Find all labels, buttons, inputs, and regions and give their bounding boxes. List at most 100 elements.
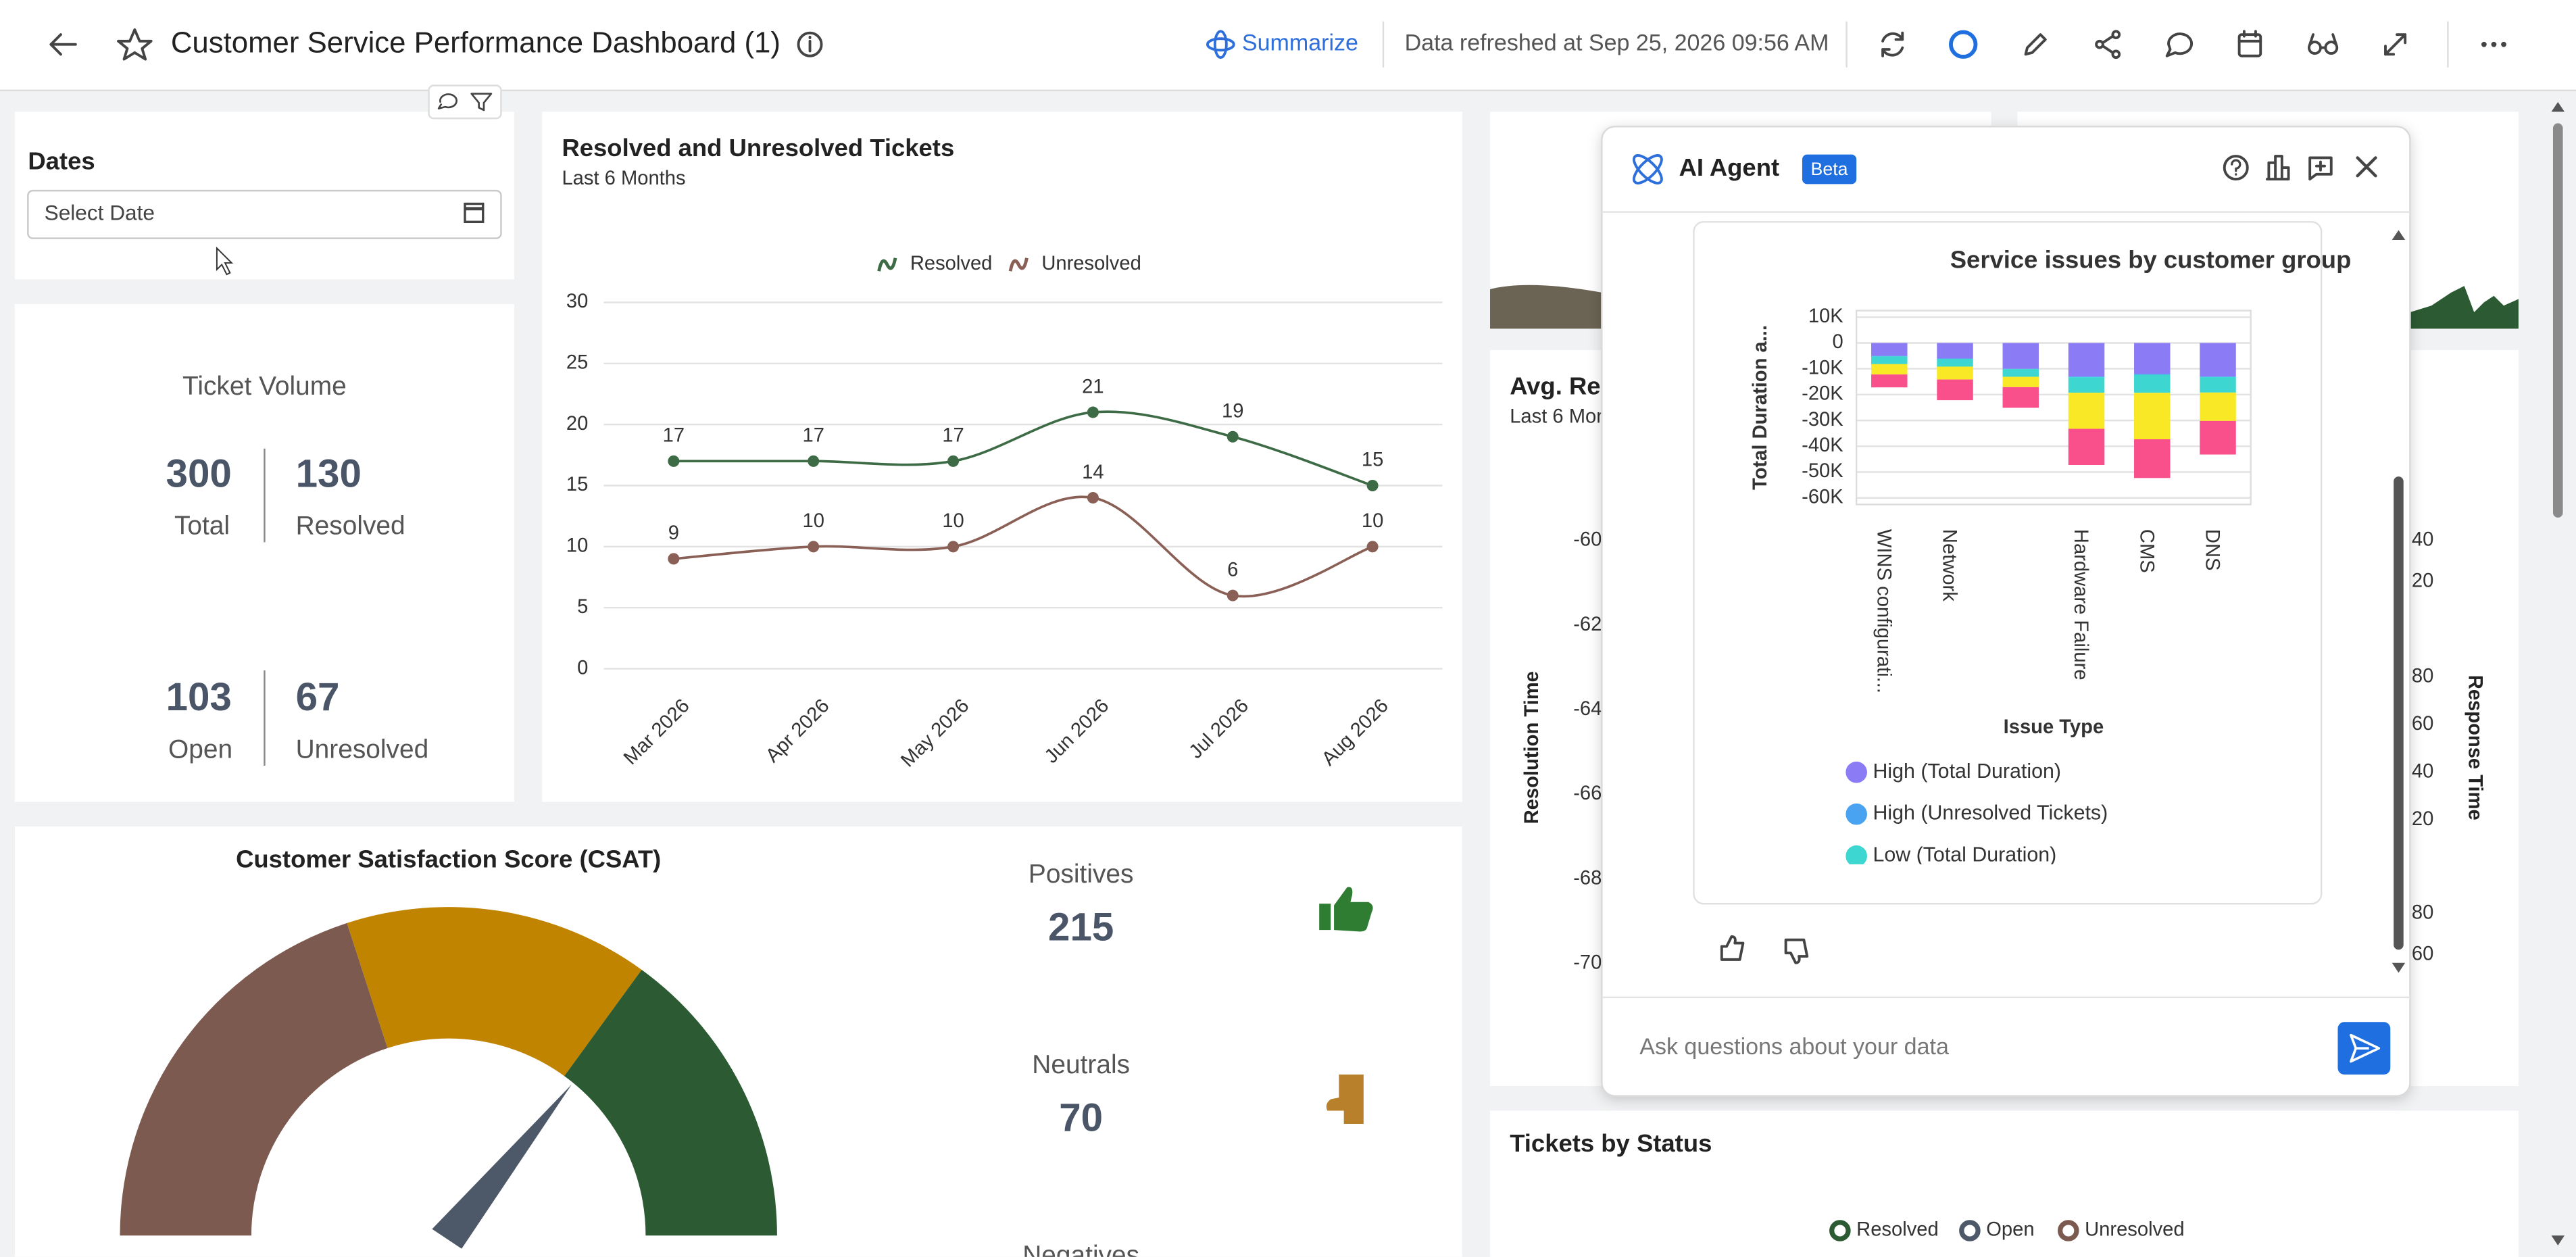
data-point <box>808 541 820 553</box>
bar-segment <box>1937 358 1973 360</box>
chart-title: Resolved and Unresolved Tickets <box>562 134 954 162</box>
header-part <box>0 0 2576 91</box>
share-button-part[interactable] <box>2095 39 2104 49</box>
close-button[interactable] <box>2356 156 2377 178</box>
page-scrollbar[interactable] <box>2551 101 2565 1246</box>
summarize-button[interactable]: Summarize <box>1206 30 1358 59</box>
new-chat-button-part[interactable] <box>2308 156 2333 181</box>
data-point <box>1227 589 1239 601</box>
y-tick-label: -60K <box>1802 486 1843 508</box>
page-scrollbar-part[interactable] <box>2551 101 2565 112</box>
favorite-button[interactable] <box>117 28 153 61</box>
like-button-part[interactable] <box>1720 935 1745 961</box>
view-button-part[interactable] <box>2308 33 2338 49</box>
view-button[interactable] <box>2307 33 2339 55</box>
data-label: 10 <box>1362 510 1383 532</box>
y-tick-label: -30K <box>1802 409 1843 430</box>
fullscreen-button[interactable] <box>2384 33 2407 56</box>
fullscreen-button-part[interactable] <box>2384 33 2407 56</box>
status-indicator-part[interactable] <box>1949 30 1978 59</box>
left-tick-label: -64 <box>1573 698 1602 720</box>
csat-gauge-part <box>347 907 642 1077</box>
bar-segment <box>1871 356 1908 364</box>
send-button[interactable] <box>2337 1022 2391 1075</box>
data-point <box>1227 430 1239 443</box>
panel-scrollbar[interactable] <box>2392 230 2406 973</box>
bar-segment <box>2134 439 2171 478</box>
summarize-button-part[interactable] <box>1206 37 1235 52</box>
background-cards-part <box>1490 285 1602 329</box>
input-placeholder[interactable]: Ask questions about your data <box>1639 1034 1949 1060</box>
edit-button-part[interactable] <box>2024 33 2047 56</box>
more-button-part[interactable] <box>2491 41 2497 47</box>
x-axis-label: Issue Type <box>2004 716 2104 738</box>
y-tick-label: -40K <box>1802 435 1843 456</box>
like-button[interactable] <box>1720 935 1745 961</box>
y-tick-label: 15 <box>566 474 588 495</box>
summarize-button-part[interactable] <box>1213 30 1228 59</box>
share-button-part[interactable] <box>2111 30 2121 39</box>
share-button[interactable] <box>2095 30 2121 59</box>
stat-value: 103 <box>166 675 232 719</box>
widget-toolbar[interactable] <box>428 84 502 120</box>
help-button[interactable] <box>2223 155 2249 181</box>
stat-value: 67 <box>296 675 340 719</box>
schedule-button-part[interactable] <box>2237 30 2262 43</box>
more-button-part[interactable] <box>2481 41 2487 47</box>
favorite-button-part[interactable] <box>117 28 153 61</box>
share-button-part[interactable] <box>2101 34 2114 54</box>
panel-scrollbar-part[interactable] <box>2394 476 2404 950</box>
widget-toolbar-part[interactable] <box>437 93 457 109</box>
widget-toolbar-part[interactable] <box>470 93 493 112</box>
page-scrollbar-part[interactable] <box>2552 123 2563 518</box>
y-tick-label: 20 <box>566 413 588 435</box>
bar-segment <box>1871 343 1908 356</box>
mouse-cursor <box>216 246 234 276</box>
more-button-part[interactable] <box>2501 41 2506 47</box>
panel-scrollbar-part[interactable] <box>2392 230 2406 241</box>
count-label: Positives <box>1029 860 1134 889</box>
data-label: 21 <box>1082 376 1104 397</box>
x-tick-label: Network <box>1939 529 1960 601</box>
share-button-part[interactable] <box>2111 49 2121 59</box>
bar-segment <box>2002 343 2039 369</box>
dislike-button-part[interactable] <box>1784 938 1809 964</box>
panel-scrollbar-part[interactable] <box>2392 962 2406 973</box>
date-placeholder[interactable]: Select Date <box>45 201 155 225</box>
comment-button[interactable] <box>2165 32 2194 57</box>
back-button-part[interactable] <box>49 33 77 56</box>
info-button[interactable] <box>797 31 823 57</box>
chart-button[interactable] <box>2266 155 2290 181</box>
help-button-part[interactable] <box>2223 155 2249 181</box>
data-point <box>1366 541 1379 553</box>
dislike-button[interactable] <box>1784 938 1809 964</box>
date-picker[interactable]: Select Date <box>27 189 502 239</box>
back-button[interactable] <box>49 33 77 56</box>
ticket-volume-card: Ticket Volume 300 Total 130 Resolved 103 Open… <box>14 303 514 802</box>
refresh-button-part[interactable] <box>1881 31 1904 57</box>
page-scrollbar-part[interactable] <box>2551 1235 2565 1246</box>
send-button-part[interactable] <box>2350 1033 2381 1063</box>
status-indicator[interactable] <box>1949 30 1978 59</box>
help-button-part[interactable] <box>2231 159 2241 176</box>
bar-segment <box>2068 376 2105 378</box>
data-point <box>668 455 680 467</box>
info-button-part[interactable] <box>797 31 823 57</box>
refresh-button[interactable] <box>1881 31 1904 57</box>
summarize-label[interactable]: Summarize <box>1242 30 1358 56</box>
date-picker-part[interactable] <box>27 189 502 239</box>
chart-button-part[interactable] <box>2266 155 2290 181</box>
question-input[interactable]: Ask questions about your data <box>1639 1034 1949 1060</box>
legend-icon <box>1846 845 1867 864</box>
bar-segment <box>2002 387 2039 408</box>
comment-button-part[interactable] <box>2165 32 2194 57</box>
legend-label: High (Total Duration) <box>1873 760 2061 783</box>
schedule-button[interactable] <box>2237 30 2262 57</box>
edit-button[interactable] <box>2024 33 2047 56</box>
legend-label: Unresolved <box>1041 253 1141 274</box>
more-button[interactable] <box>2481 41 2506 47</box>
new-chat-button[interactable] <box>2308 156 2333 181</box>
schedule-button-part[interactable] <box>2237 33 2262 57</box>
close-button-part[interactable] <box>2356 156 2377 178</box>
date-picker-part[interactable] <box>464 202 485 223</box>
